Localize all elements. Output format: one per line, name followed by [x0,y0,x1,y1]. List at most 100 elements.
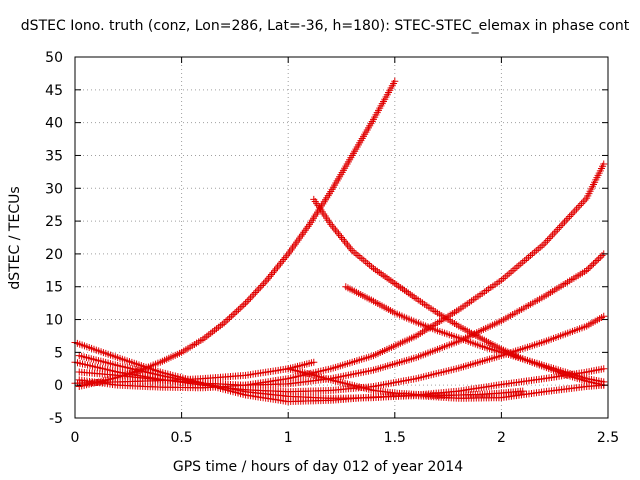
data-point [231,309,239,317]
y-tick-label: 15 [45,280,63,296]
data-point [595,255,603,263]
data-point [203,332,211,340]
data-point [280,256,288,264]
data-point [222,317,230,325]
x-tick-label: 1 [284,430,293,446]
data-point [242,299,250,307]
data-point [600,365,608,373]
data-point [233,307,241,315]
data-point [243,297,251,305]
data-point [362,258,370,266]
data-point [588,261,596,269]
chart-title: dSTEC Iono. truth (conz, Lon=286, Lat=-3… [21,18,630,34]
data-point [236,304,244,312]
data-point [555,224,563,232]
data-point [540,240,548,248]
y-tick-label: 10 [45,313,63,329]
data-point [333,228,341,236]
data-point [505,270,513,278]
data-point [586,263,594,271]
data-point [356,253,364,261]
data-point [229,311,237,319]
data-point [330,224,338,232]
data-point [593,256,601,264]
data-point [526,252,534,260]
data-point [207,329,215,337]
x-tick-label: 0 [71,430,80,446]
series-layer [71,77,608,406]
data-point [578,200,586,208]
data-point [521,256,529,264]
data-point [251,289,259,297]
data-point [336,232,344,240]
data-point [344,241,352,249]
data-point [569,209,577,217]
data-point [342,239,350,247]
data-point [214,323,222,331]
data-point [256,283,264,291]
data-point [511,265,519,273]
data-point [269,269,277,277]
data-point [358,255,366,263]
data-point [525,253,533,261]
series-sat10 [342,283,608,386]
data-point [258,281,266,289]
data-point [600,312,608,320]
data-point [584,265,592,273]
data-point [366,261,374,269]
data-point [519,387,527,395]
data-point [224,316,232,324]
series-sat8 [284,365,527,400]
data-point [274,263,282,271]
data-point [338,234,345,241]
x-tick-label: 2.5 [597,430,619,446]
data-point [501,273,509,281]
data-point [270,267,278,275]
data-point [534,245,542,253]
data-point [341,237,349,245]
data-point [507,268,515,276]
data-point [275,261,283,269]
data-point [515,261,523,269]
data-point [354,251,362,259]
x-tick-label: 2 [497,430,506,446]
data-point [591,258,599,266]
data-point [240,301,248,309]
data-point [272,265,280,273]
data-point [345,243,353,251]
data-point [347,245,355,253]
data-point [350,248,358,256]
data-point [559,220,567,228]
data-point [226,314,234,322]
y-axis-label: dSTEC / TECUs [7,186,23,289]
data-point [310,358,318,366]
data-point [264,274,272,282]
data-point [542,238,550,246]
data-point [499,275,507,283]
data-point [267,271,275,279]
data-point [211,326,219,334]
data-point [348,247,356,255]
data-point [545,235,553,243]
data-point [566,212,574,220]
data-point [248,292,256,300]
data-point [550,229,558,237]
data-point [552,227,560,235]
data-point [391,77,399,85]
data-point [543,236,551,244]
data-point [218,320,226,328]
data-point [600,160,608,168]
plot-frame [74,56,609,419]
data-point [234,306,242,314]
data-point [364,260,372,268]
data-point [598,252,606,260]
data-point [596,253,604,261]
data-point [261,278,269,286]
data-point [216,322,224,330]
data-point [209,328,217,336]
y-tick-label: 0 [54,378,63,394]
data-point [562,216,570,224]
data-point [532,247,540,255]
y-tick-label: 25 [45,214,63,230]
data-point [576,201,584,209]
